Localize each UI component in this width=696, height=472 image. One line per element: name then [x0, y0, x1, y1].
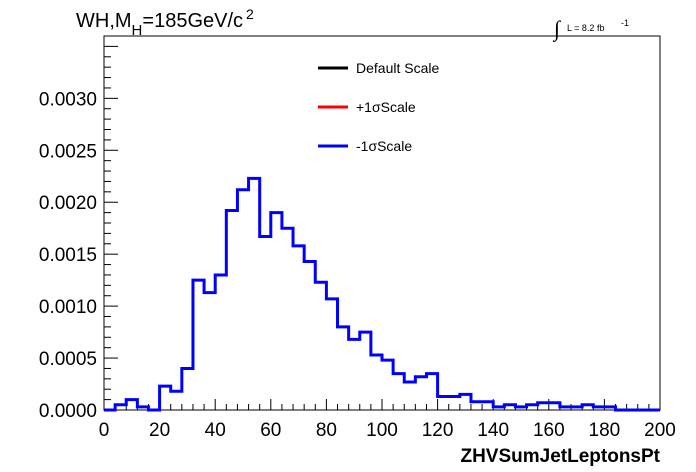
x-tick-label: 140 — [477, 420, 509, 441]
y-tick-label: 0.0000 — [39, 401, 97, 422]
luminosity-label: ∫ L = 8.2 fb -1 — [552, 16, 629, 42]
series-layer — [104, 176, 660, 412]
lumi-superscript: -1 — [621, 18, 629, 28]
x-axis-title: ZHVSumJetLeptonsPt — [460, 446, 660, 467]
title-main: WH,M — [76, 10, 132, 32]
x-tick-label: 160 — [533, 420, 565, 441]
lumi-text: L = 8.2 fb — [567, 23, 604, 33]
y-axis: 0.0000 0.0005 0.0010 0.0015 0.0020 0.0025 0.00… — [39, 35, 118, 422]
svg-text:WH,MH=185GeV/c2: WH,MH=185GeV/c 2 — [76, 6, 254, 39]
legend-label: Default Scale — [356, 60, 439, 76]
y-tick-label: 0.0010 — [39, 297, 97, 318]
legend-label: +1σScale — [356, 99, 416, 115]
x-tick-label: 200 — [644, 420, 676, 441]
y-tick-label: 0.0030 — [39, 89, 97, 110]
integral-symbol: ∫ — [552, 16, 562, 42]
title-superscript: 2 — [246, 6, 254, 22]
x-tick-label: 0 — [99, 420, 110, 441]
y-tick-label: 0.0015 — [39, 245, 97, 266]
chart-title: WH,MH=185GeV/c 2 — [76, 6, 254, 39]
y-tick-label: 0.0020 — [39, 193, 97, 214]
x-tick-label: 180 — [589, 420, 621, 441]
legend: Default Scale +1σScale -1σScale — [318, 60, 439, 154]
series-line-0 — [104, 176, 660, 412]
y-tick-label: 0.0005 — [39, 349, 97, 370]
x-tick-label: 100 — [366, 420, 398, 441]
y-tick-label: 0.0025 — [39, 141, 97, 162]
x-tick-label: 60 — [260, 420, 281, 441]
x-tick-label: 20 — [149, 420, 170, 441]
title-subscript: H — [132, 22, 143, 39]
legend-label: -1σScale — [356, 138, 412, 154]
title-rest: =185GeV/c — [142, 10, 243, 32]
x-tick-label: 120 — [422, 420, 454, 441]
x-tick-label: 80 — [316, 420, 337, 441]
x-axis: 0 20 40 60 80 100 120 140 160 180 200 — [99, 399, 676, 441]
x-tick-label: 40 — [205, 420, 226, 441]
